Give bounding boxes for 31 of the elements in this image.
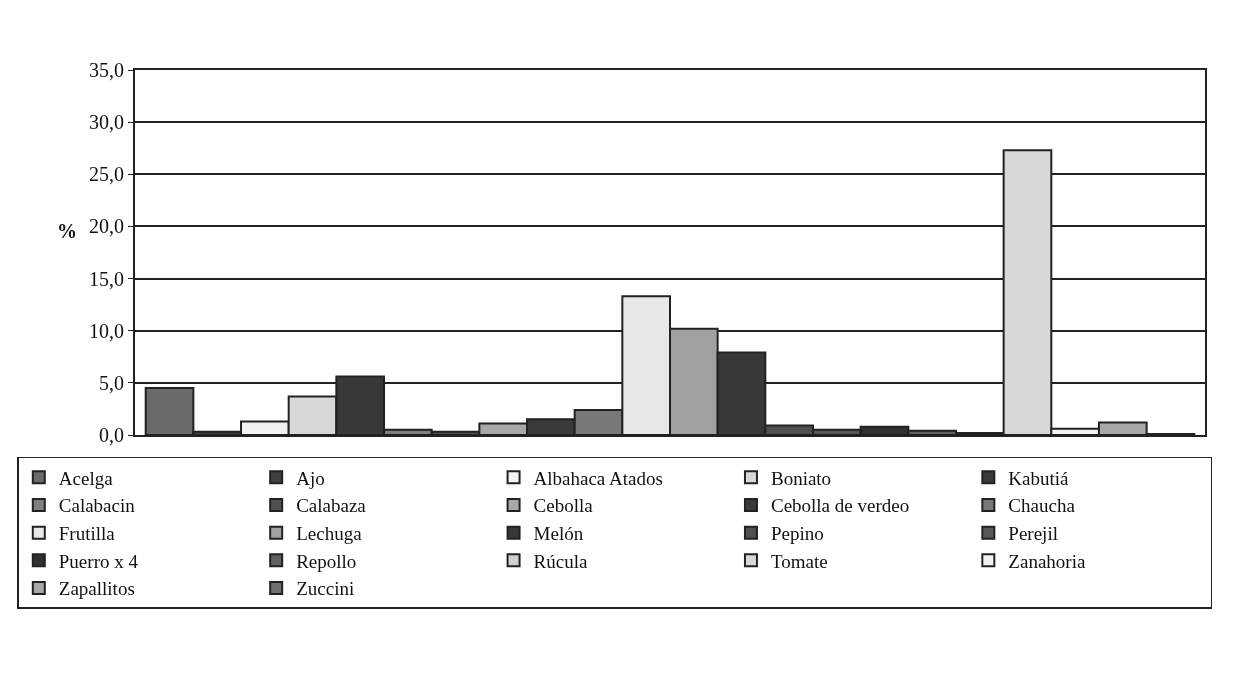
legend-label: Tomate	[770, 550, 828, 572]
legend-label: Acelga	[58, 467, 114, 489]
y-tick-label: 20,0	[89, 215, 124, 238]
legend-label: Cebolla de verdeo	[770, 495, 910, 517]
legend-label: Lechuga	[296, 523, 363, 545]
legend-label: Frutilla	[58, 523, 116, 545]
legend-label: Rúcula	[533, 550, 588, 572]
legend-label: Zapallitos	[58, 578, 135, 600]
legend-label: Zuccini	[296, 578, 355, 600]
legend-label: Perejil	[1008, 523, 1058, 545]
legend-label: Cebolla	[533, 495, 594, 517]
legend-label: Pepino	[770, 523, 824, 545]
legend-label: Calabacin	[58, 495, 136, 517]
legend-label: Repollo	[296, 550, 357, 572]
y-tick-label: 25,0	[89, 163, 124, 186]
legend-label: Chaucha	[1008, 495, 1076, 517]
legend-label: Ajo	[296, 467, 325, 489]
legend-label: Boniato	[770, 467, 832, 489]
legend-label: Kabutiá	[1008, 467, 1070, 489]
legend-label: Zanahoria	[1008, 550, 1086, 572]
y-axis-title: %	[57, 220, 77, 242]
legend-label: Calabaza	[296, 495, 367, 517]
y-tick-label: 15,0	[89, 267, 124, 290]
y-tick-label: 10,0	[89, 319, 124, 342]
y-tick-label: 30,0	[89, 111, 124, 134]
y-tick-label: 35,0	[89, 59, 124, 81]
y-tick-label: 0,0	[99, 424, 124, 446]
legend-label: Melón	[533, 523, 584, 545]
legend-label: Puerro x 4	[58, 550, 139, 572]
y-tick-label: 5,0	[99, 371, 124, 394]
legend-label: Albahaca Atados	[533, 467, 663, 489]
